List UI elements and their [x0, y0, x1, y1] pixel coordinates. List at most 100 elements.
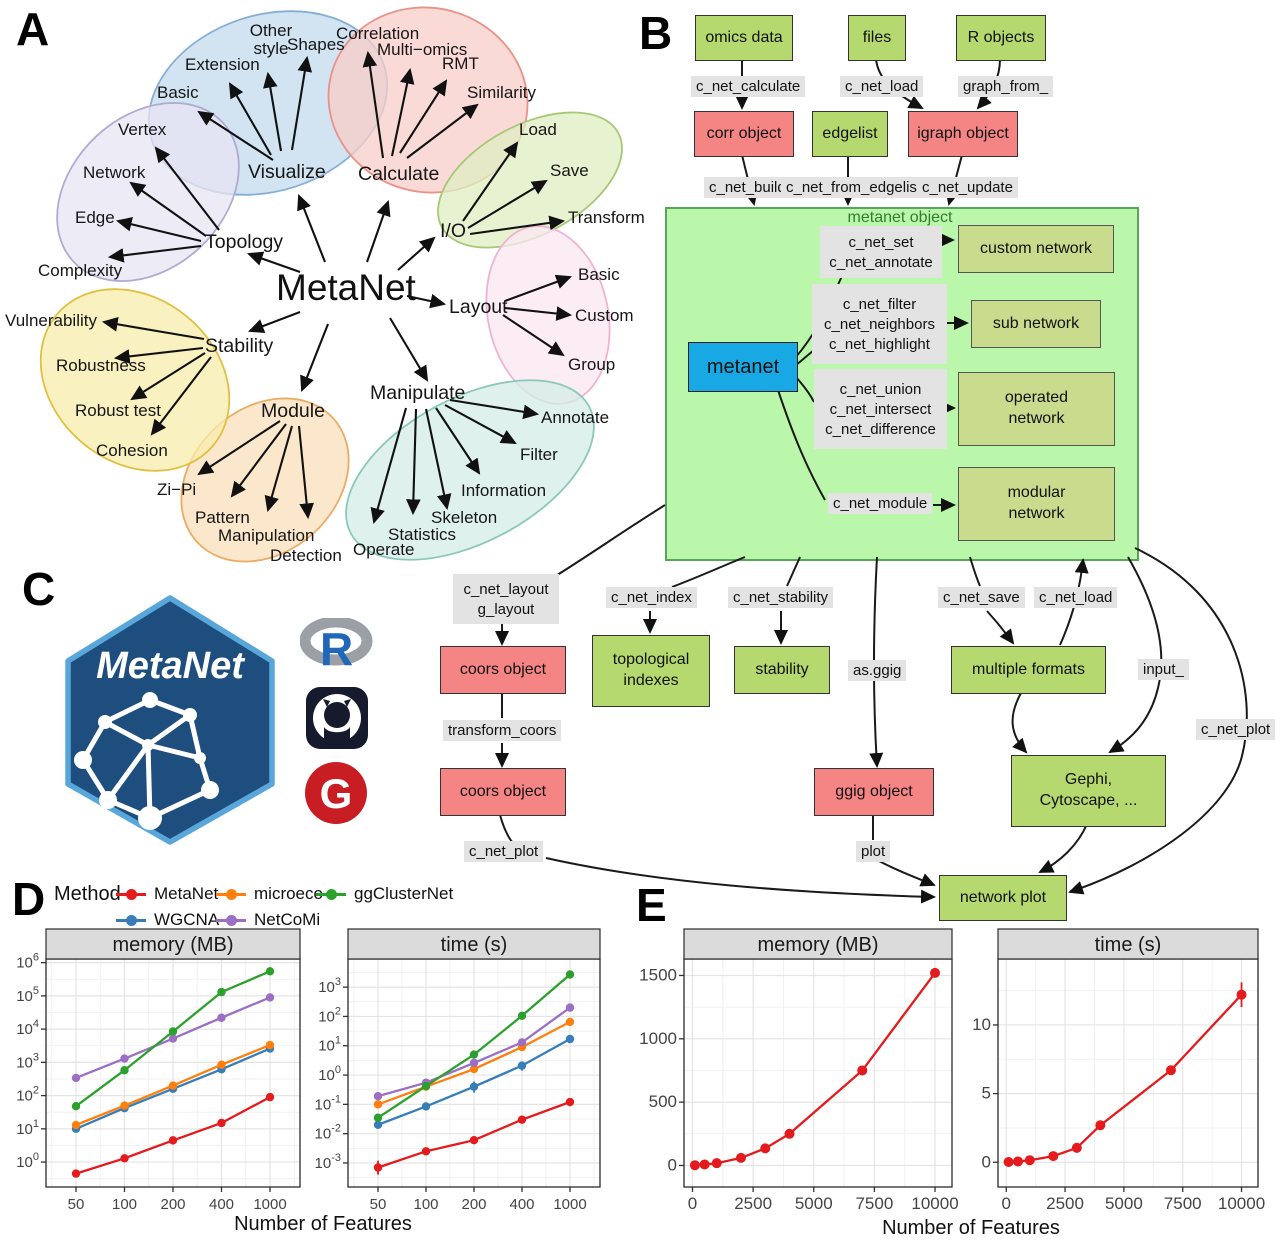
metanet-object-title: metanet object: [847, 209, 953, 226]
fn-c-net-from-edgelist: c_net_from_edgelist: [781, 177, 927, 198]
svg-text:2500: 2500: [1046, 1194, 1084, 1213]
legend-key-netcomi: [216, 914, 246, 926]
legend-item-metanet: MetaNet: [116, 884, 218, 904]
cluster-blobs: [39, 6, 623, 563]
panel-b-letter: B: [639, 7, 673, 59]
leaf-io-transform: Transform: [568, 208, 645, 227]
leaf-visualize-shapes: Shapes: [287, 35, 345, 54]
hub-visualize: Visualize: [248, 161, 326, 183]
svg-text:10-3: 10-3: [315, 1152, 341, 1172]
legend-key-metanet: [116, 888, 146, 900]
legend-label-netcomi: NetCoMi: [254, 910, 321, 929]
box-stability: stability: [734, 646, 830, 694]
gitee-logo-letter: G: [319, 770, 353, 817]
hub-io: I/O: [440, 220, 467, 242]
leaf-calculate-similarity: Similarity: [467, 83, 536, 102]
box-omics-data: omics data: [695, 15, 793, 61]
chart-d-time: 50 100 200 400 1000 10-3 10-2 10-1 100 101 102 103 t…: [315, 928, 601, 1213]
svg-text:5: 5: [982, 1084, 991, 1103]
svg-text:10000: 10000: [1218, 1194, 1265, 1213]
leaf-io-save: Save: [550, 161, 589, 180]
fn-c-net-calculate: c_net_calculate: [691, 76, 806, 97]
hub-module: Module: [261, 400, 325, 422]
svg-text:0: 0: [688, 1194, 697, 1213]
leaf-calculate-rmt: RMT: [442, 54, 479, 73]
svg-text:time (s): time (s): [1095, 934, 1162, 956]
leaf-visualize-basic: Basic: [157, 83, 199, 102]
box-edgelist: edgelist: [812, 111, 888, 157]
svg-text:10-2: 10-2: [315, 1123, 341, 1143]
panel-a-graphic: [39, 6, 623, 563]
panel-a-arrows: [101, 50, 573, 525]
box-igraph-object: igraph object: [908, 111, 1018, 157]
svg-text:0: 0: [668, 1155, 677, 1174]
svg-text:106: 106: [16, 952, 39, 972]
box-topological-indexes: topological indexes: [592, 635, 710, 707]
box-corr-object: corr object: [694, 111, 794, 157]
panel-e-letter: E: [636, 879, 667, 931]
fn-c-net-save: c_net_save: [938, 587, 1025, 608]
box-network-plot: network plot: [939, 875, 1067, 921]
network-nodes: [74, 692, 219, 830]
leaf-topology-complexity: Complexity: [38, 261, 123, 280]
svg-text:5000: 5000: [795, 1194, 833, 1213]
svg-text:500: 500: [649, 1092, 677, 1111]
fn-c-net-set: c_net_set: [848, 233, 914, 251]
fn-c-net-module: c_net_module: [828, 493, 933, 514]
r-logo: [300, 618, 373, 666]
svg-text:1500: 1500: [639, 965, 677, 984]
svg-text:100: 100: [318, 1064, 341, 1084]
metanet-center-label: MetaNet: [276, 267, 416, 308]
legend-title: Method: [54, 883, 121, 905]
leaf-layout-custom: Custom: [575, 306, 634, 325]
svg-text:10-1: 10-1: [315, 1093, 341, 1113]
leaf-stability-vulnerability: Vulnerability: [5, 311, 97, 330]
fn-stack-union-intersect-difference: c_net_union c_net_intersect c_net_differ…: [814, 369, 947, 449]
box-r-objects: R objects: [956, 15, 1046, 61]
fn-c-net-annotate: c_net_annotate: [829, 253, 933, 271]
fn-stack-filter-neighbors-highlight: c_net_filter c_net_neighbors c_net_highl…: [812, 284, 947, 364]
svg-text:1000: 1000: [553, 1196, 586, 1213]
svg-text:50: 50: [68, 1196, 85, 1213]
svg-text:memory (MB): memory (MB): [757, 934, 878, 956]
leaf-stability-cohesion: Cohesion: [96, 441, 168, 460]
svg-text:10: 10: [972, 1015, 991, 1034]
leaf-manipulate-skeleton: Skeleton: [431, 508, 498, 527]
leaf-topology-network: Network: [83, 163, 146, 182]
svg-text:100: 100: [16, 1151, 39, 1171]
fn-c-net-stability: c_net_stability: [728, 587, 834, 608]
d-xaxis-label: Number of Features: [234, 1213, 412, 1235]
box-gephi-cytoscape: Gephi, Cytoscape, ...: [1011, 755, 1166, 827]
svg-text:103: 103: [16, 1051, 39, 1071]
leaf-manipulate-annotate: Annotate: [541, 408, 610, 427]
leaf-calculate-correlation: Correlation: [336, 24, 420, 43]
blob-topology: [56, 102, 240, 282]
leaf-topology-vertex: Vertex: [118, 120, 167, 139]
svg-text:memory (MB): memory (MB): [112, 934, 233, 956]
svg-text:2500: 2500: [734, 1194, 772, 1213]
fn-c-net-difference: c_net_difference: [825, 420, 936, 438]
fn-stack-layout: c_net_layout g_layout: [453, 574, 559, 624]
leaf-layout-group: Group: [568, 355, 616, 374]
svg-text:0: 0: [982, 1152, 991, 1171]
fn-as-ggig: as.ggig: [848, 660, 907, 681]
svg-text:1000: 1000: [253, 1196, 286, 1213]
fn-c-net-layout: c_net_layout: [463, 580, 549, 598]
fn-g-layout: g_layout: [477, 600, 535, 618]
leaf-module-zipi: Zi−Pi: [157, 480, 197, 499]
panel-d-letter: D: [12, 873, 46, 925]
fn-c-net-load-bottom: c_net_load: [1034, 587, 1118, 608]
legend-item-netcomi: NetCoMi: [216, 910, 320, 930]
svg-text:7500: 7500: [1164, 1194, 1202, 1213]
svg-text:103: 103: [318, 976, 341, 996]
metanet-hex-logo: [65, 595, 275, 845]
legend-label-ggclusternet: ggClusterNet: [354, 884, 454, 903]
legend-label-microeco: microeco: [254, 884, 323, 903]
fn-c-net-index: c_net_index: [606, 587, 697, 608]
hub-manipulate: Manipulate: [370, 382, 466, 404]
legend-key-ggclusternet: [316, 888, 346, 900]
fn-c-net-filter: c_net_filter: [842, 295, 917, 313]
legend-item-microeco: microeco: [216, 884, 323, 904]
fn-transform-coors: transform_coors: [443, 720, 562, 741]
